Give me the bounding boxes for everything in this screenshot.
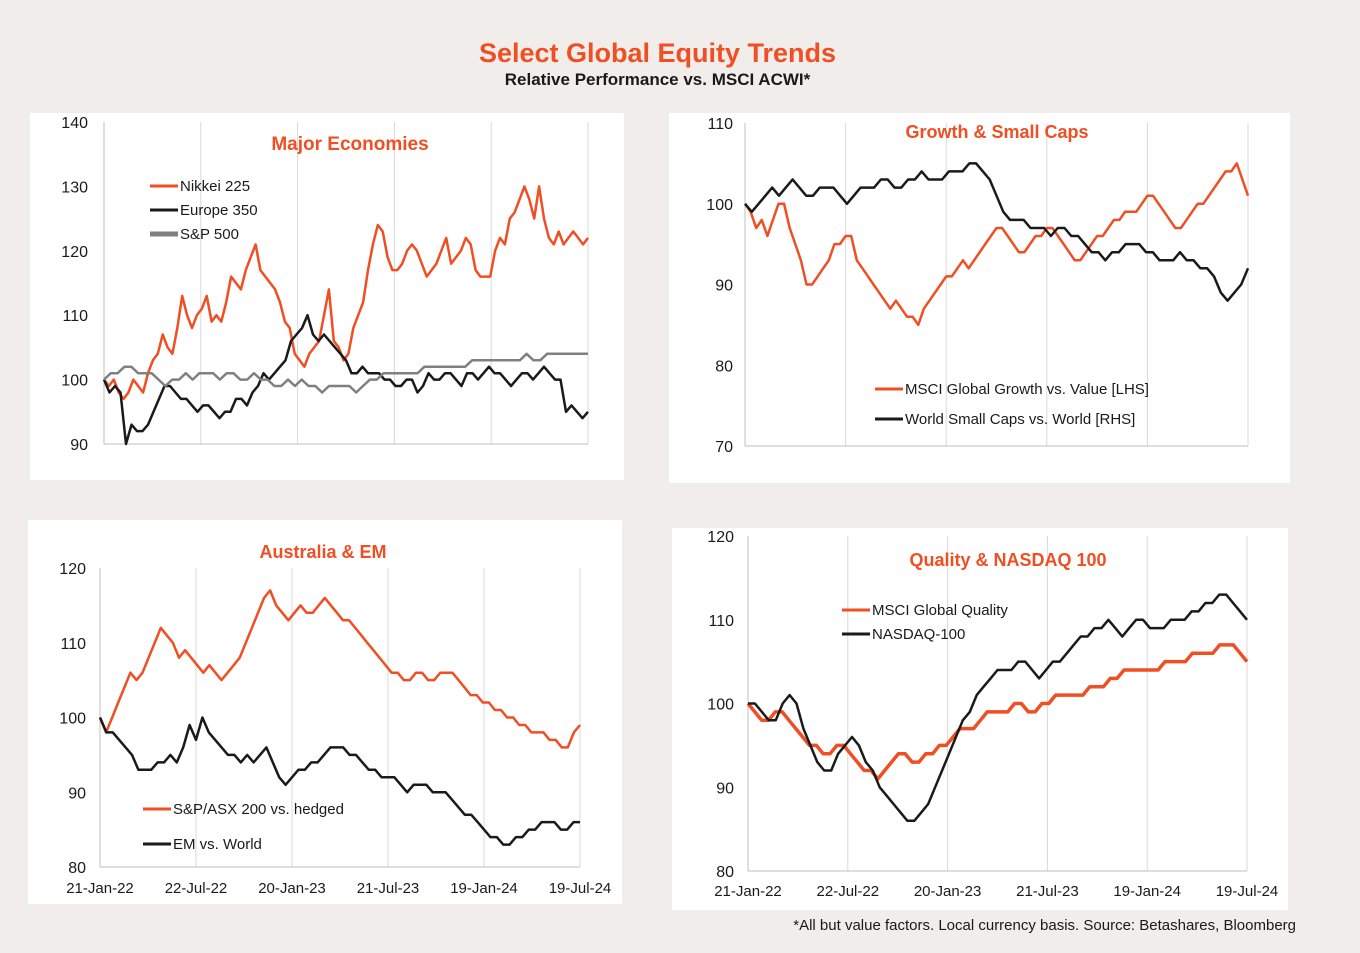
chart-growth-small-caps: 110 100 90 80 70 Growth & Small Caps MSCI Glob… [669, 113, 1290, 483]
y-tick-label: 120 [707, 529, 734, 546]
x-tick-label: 19-Jul-24 [1216, 883, 1279, 900]
legend: MSCI Global Growth vs. Value [LHS] World … [875, 381, 1149, 428]
legend-label: Europe 350 [180, 202, 258, 219]
y-tick-label: 110 [707, 116, 733, 133]
series-line-msci-global-quality [746, 643, 1249, 781]
y-tick-label: 80 [715, 358, 733, 375]
y-tick-label: 100 [707, 697, 734, 714]
legend-label: World Small Caps vs. World [RHS] [905, 411, 1135, 428]
x-tick-label: 19-Jan-24 [450, 880, 518, 897]
y-tick-label: 140 [61, 115, 88, 132]
chart-major-economies: 140 130 120 110 100 90 Major Economies Nikkei 2… [30, 113, 624, 480]
source-footnote: *All but value factors. Local currency b… [793, 917, 1296, 934]
y-tick-label: 80 [68, 860, 86, 877]
chart-svg: 110 100 90 80 70 Growth & Small Caps MSCI Glob… [706, 116, 1250, 456]
chart-svg: 120 110 100 90 80 21-Jan-22 22-Jul-22 20-Jan-23… [59, 542, 612, 897]
chart-title: Major Economies [271, 134, 428, 155]
x-tick-label: 19-Jan-24 [1113, 883, 1181, 900]
chart-title: Australia & EM [259, 542, 386, 562]
y-tick-label: 110 [62, 308, 88, 325]
y-tick-label: 120 [59, 561, 86, 578]
y-tick-label: 80 [716, 864, 734, 881]
legend: Nikkei 225 Europe 350 S&P 500 [150, 178, 258, 243]
legend-label: S&P/ASX 200 vs. hedged [173, 801, 344, 818]
chart-australia-em: 120 110 100 90 80 21-Jan-22 22-Jul-22 20-Jan-23… [28, 520, 622, 904]
y-tick-label: 120 [61, 244, 88, 261]
series-line-nasdaq-100 [748, 593, 1248, 823]
legend-label: MSCI Global Growth vs. Value [LHS] [905, 381, 1149, 398]
legend-label: EM vs. World [173, 836, 262, 853]
y-tick-label: 100 [61, 373, 88, 390]
series-line-world-small-caps-vs-world-rhs- [744, 162, 1250, 302]
legend-label: S&P 500 [180, 226, 239, 243]
gridlines [747, 536, 1248, 871]
legend-label: MSCI Global Quality [872, 602, 1008, 619]
series-line-nikkei-225 [103, 185, 589, 401]
x-tick-label: 21-Jan-22 [66, 880, 134, 897]
legend: MSCI Global Quality NASDAQ-100 [842, 602, 1008, 643]
series-line-msci-global-growth-vs-value-lhs- [743, 162, 1250, 327]
chart-svg: 120 110 100 90 80 21-Jan-22 22-Jul-22 20-Jan-23… [707, 529, 1279, 900]
y-tick-label: 110 [708, 613, 734, 630]
chart-title: Growth & Small Caps [905, 122, 1088, 142]
x-tick-label: 19-Jul-24 [549, 880, 612, 897]
page-title: Select Global Equity Trends [478, 38, 837, 68]
chart-quality-nasdaq: 120 110 100 90 80 21-Jan-22 22-Jul-22 20-Jan-23… [672, 528, 1288, 910]
y-tick-label: 90 [716, 780, 734, 797]
x-tick-label: 21-Jan-22 [714, 883, 782, 900]
chart-title: Quality & NASDAQ 100 [909, 550, 1106, 570]
x-tick-label: 22-Jul-22 [817, 883, 880, 900]
x-tick-label: 20-Jan-23 [258, 880, 326, 897]
y-tick-label: 90 [715, 278, 733, 295]
x-tick-label: 22-Jul-22 [165, 880, 228, 897]
x-tick-label: 21-Jul-23 [357, 880, 420, 897]
series-line-s-p-500 [103, 352, 588, 394]
y-tick-label: 100 [59, 711, 86, 728]
gridlines [103, 122, 589, 444]
y-tick-label: 90 [68, 785, 86, 802]
y-tick-label: 110 [60, 636, 86, 653]
y-tick-label: 130 [61, 179, 88, 196]
y-tick-label: 70 [715, 439, 733, 456]
legend: S&P/ASX 200 vs. hedged EM vs. World [143, 801, 344, 853]
series-line-europe-350 [102, 313, 589, 446]
series-line-em-vs-world [98, 716, 580, 846]
x-tick-label: 21-Jul-23 [1016, 883, 1079, 900]
series-line-s-p-asx-200-vs-hedged [98, 589, 581, 749]
y-tick-label: 90 [70, 437, 88, 454]
legend-label: NASDAQ-100 [872, 626, 965, 643]
y-tick-label: 100 [706, 197, 733, 214]
legend-label: Nikkei 225 [180, 178, 250, 195]
page-subtitle: Relative Performance vs. MSCI ACWI* [504, 70, 811, 89]
x-tick-label: 20-Jan-23 [914, 883, 982, 900]
chart-svg: 140 130 120 110 100 90 Major Economies Nikkei 2… [61, 115, 589, 454]
